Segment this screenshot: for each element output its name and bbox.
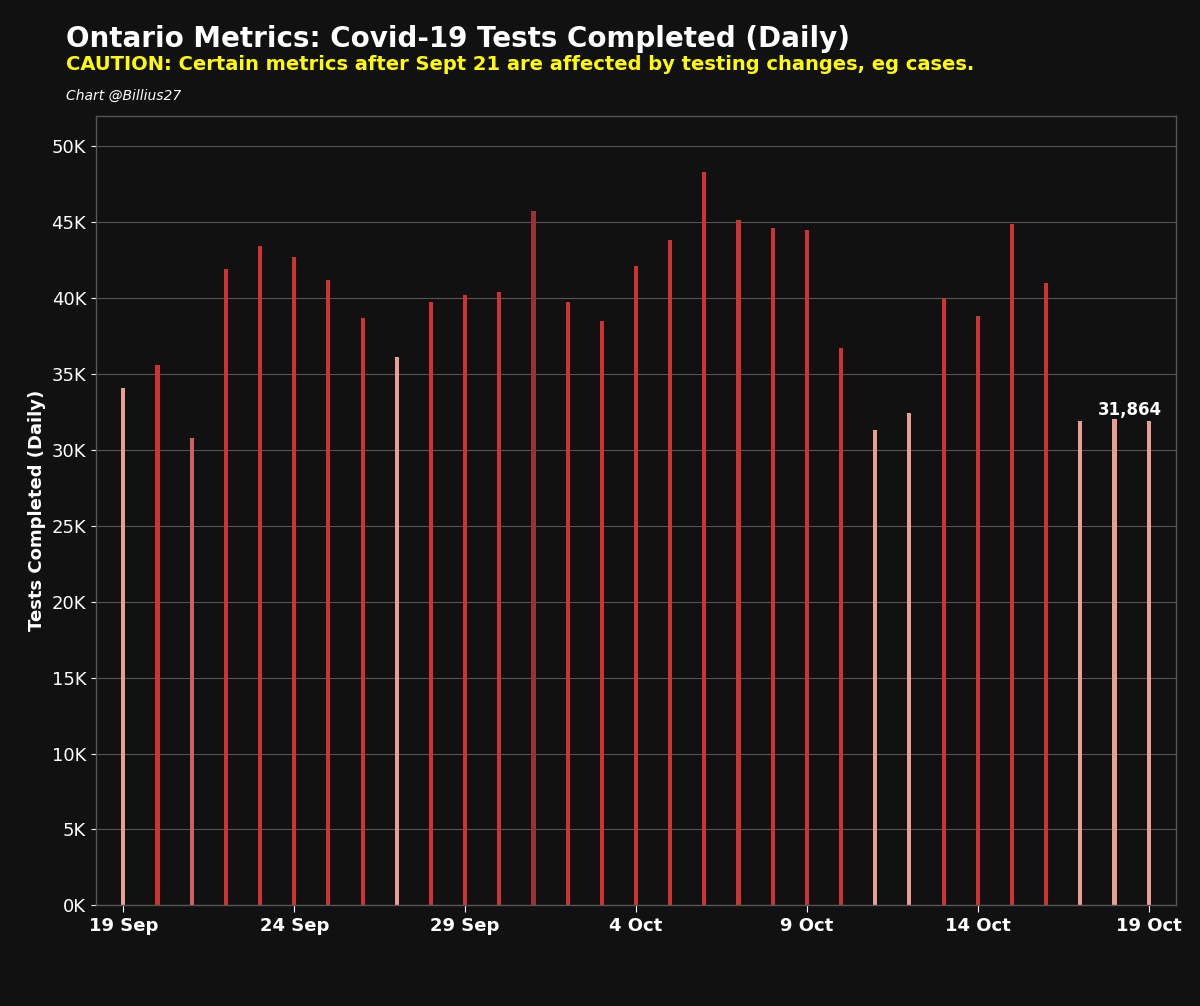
Bar	[839, 348, 844, 905]
Bar	[428, 303, 433, 905]
Bar	[463, 295, 467, 905]
Bar	[258, 246, 262, 905]
Text: Ontario Metrics: Covid-19 Tests Completed (Daily): Ontario Metrics: Covid-19 Tests Complete…	[66, 25, 850, 53]
Bar	[121, 387, 125, 905]
Bar	[976, 316, 980, 905]
Bar	[497, 292, 502, 905]
Text: 31,864: 31,864	[1097, 401, 1162, 420]
Bar	[874, 430, 877, 905]
Bar	[805, 229, 809, 905]
Bar	[1079, 422, 1082, 905]
Bar	[395, 357, 398, 905]
Bar	[1044, 283, 1048, 905]
Bar	[1147, 422, 1151, 905]
Bar	[634, 266, 638, 905]
Text: Chart @Billius27: Chart @Billius27	[66, 89, 181, 103]
Text: CAUTION: Certain metrics after Sept 21 are affected by testing changes, eg cases: CAUTION: Certain metrics after Sept 21 a…	[66, 55, 974, 74]
Bar	[1010, 223, 1014, 905]
Bar	[565, 303, 570, 905]
Bar	[942, 298, 946, 905]
Bar	[156, 365, 160, 905]
Y-axis label: Tests Completed (Daily): Tests Completed (Daily)	[28, 390, 46, 631]
Bar	[737, 220, 740, 905]
Bar	[292, 257, 296, 905]
Bar	[770, 228, 775, 905]
Bar	[532, 211, 535, 905]
Bar	[190, 438, 193, 905]
Bar	[907, 413, 912, 905]
Bar	[326, 280, 330, 905]
Bar	[668, 240, 672, 905]
Bar	[702, 172, 707, 905]
Bar	[1112, 420, 1116, 905]
Bar	[360, 318, 365, 905]
Bar	[600, 321, 604, 905]
Bar	[224, 269, 228, 905]
